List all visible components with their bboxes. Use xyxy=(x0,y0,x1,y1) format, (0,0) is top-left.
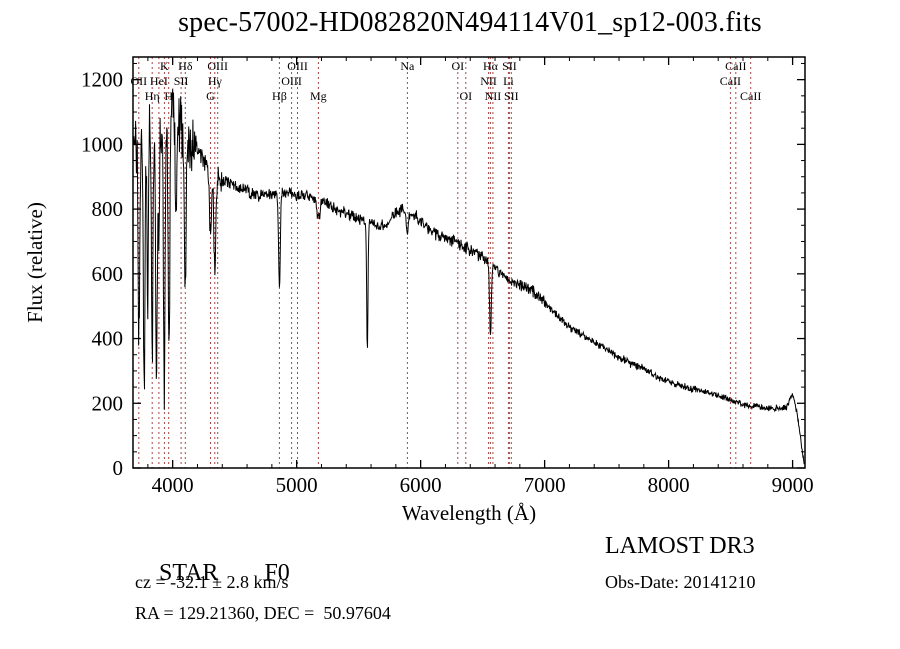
spectral-line-label: OIII xyxy=(287,59,308,73)
spectral-line-label: Hη xyxy=(145,89,160,103)
x-tick-label: 8000 xyxy=(648,473,690,497)
y-tick-label: 800 xyxy=(92,197,124,221)
spectral-line-label: SII xyxy=(174,74,189,88)
classification-line: STAR F0 xyxy=(135,533,290,614)
spectral-line-label: OIII xyxy=(207,59,228,73)
spectral-line-label: Mg xyxy=(310,89,327,103)
spectrum-trace xyxy=(133,88,805,465)
y-tick-label: 600 xyxy=(92,262,124,286)
spectral-line-label: HeI xyxy=(150,74,168,88)
spectral-line-label: NII xyxy=(480,74,497,88)
x-tick-label: 4000 xyxy=(152,473,194,497)
spectral-line-label: OI xyxy=(459,89,472,103)
spectral-line-label: H xyxy=(164,89,173,103)
spectral-line-label: CaII xyxy=(720,74,741,88)
object-subclass: F0 xyxy=(264,560,290,586)
y-tick-label: 200 xyxy=(92,391,124,415)
spectral-line-label: Na xyxy=(400,59,415,73)
spectral-line-label: OII xyxy=(130,74,147,88)
y-tick-label: 0 xyxy=(113,456,124,480)
spectral-line-label: Hγ xyxy=(208,74,223,88)
x-tick-label: 7000 xyxy=(524,473,566,497)
spectral-line-label: SII xyxy=(502,59,517,73)
x-tick-label: 5000 xyxy=(276,473,318,497)
y-tick-label: 1200 xyxy=(81,68,123,92)
spectral-line-label: Hα xyxy=(483,59,499,73)
plot-frame xyxy=(132,56,806,469)
y-axis-title: Flux (relative) xyxy=(23,202,47,323)
x-tick-label: 6000 xyxy=(400,473,442,497)
spectral-line-label: NII xyxy=(485,89,502,103)
spectral-line-label: G xyxy=(206,89,215,103)
plot-title: spec-57002-HD082820N494114V01_sp12-003.f… xyxy=(178,7,762,38)
y-tick-label: 400 xyxy=(92,327,124,351)
spectral-line-label: CaII xyxy=(740,89,761,103)
spectral-line-label: Hβ xyxy=(272,89,287,103)
obs-date: Obs-Date: 20141210 xyxy=(605,572,756,592)
y-tick-label: 1000 xyxy=(81,132,123,156)
spectral-line-label: SII xyxy=(504,89,519,103)
radial-velocity: cz = -32.1 ± 2.8 km/s xyxy=(135,572,289,592)
survey-label: LAMOST DR3 xyxy=(605,533,755,559)
spectral-line-label: Hδ xyxy=(178,59,193,73)
spectral-line-label: OI xyxy=(452,59,465,73)
spectral-line-label: OIII xyxy=(281,74,302,88)
x-axis-title: Wavelength (Å) xyxy=(402,501,536,525)
spectral-line-label: Li xyxy=(503,74,514,88)
object-type: STAR xyxy=(159,560,219,586)
spectral-line-label: CaII xyxy=(725,59,746,73)
coordinates: RA = 129.21360, DEC = 50.97604 xyxy=(135,603,391,623)
spectral-line-label: K xyxy=(160,59,169,73)
x-tick-label: 9000 xyxy=(772,473,814,497)
